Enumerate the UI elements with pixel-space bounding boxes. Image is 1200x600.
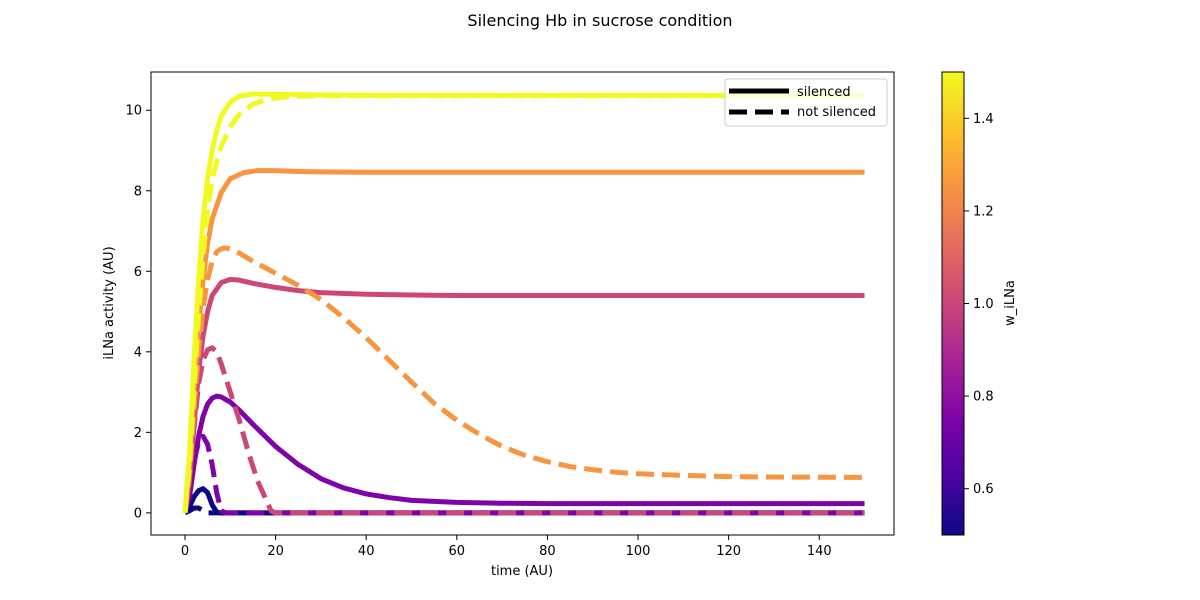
figure-title: Silencing Hb in sucrose condition bbox=[467, 11, 732, 30]
x-tick-label: 60 bbox=[449, 544, 466, 559]
x-tick-label: 20 bbox=[267, 544, 284, 559]
plot-frame bbox=[150, 71, 895, 536]
series-line-w0_75-silenced bbox=[182, 393, 865, 514]
plot-area bbox=[151, 72, 894, 535]
x-tick-label: 120 bbox=[716, 544, 741, 559]
series-line-w1_25-not-silenced bbox=[182, 245, 865, 514]
colorbar-tick-label: 1.2 bbox=[973, 204, 994, 219]
colorbar-tick-label: 1.4 bbox=[973, 112, 994, 127]
x-tick-label: 0 bbox=[181, 544, 189, 559]
legend-label-not-silenced: not silenced bbox=[797, 105, 876, 120]
colorbar: 0.6 0.8 1.0 1.2 1.4 w_iLNa bbox=[941, 71, 1018, 536]
x-tick-label: 80 bbox=[539, 544, 556, 559]
y-tick-label: 6 bbox=[134, 265, 142, 280]
y-tick-label: 0 bbox=[134, 506, 142, 521]
x-tick-label: 140 bbox=[807, 544, 832, 559]
legend-label-silenced: silenced bbox=[797, 85, 851, 100]
legend: silenced not silenced bbox=[724, 78, 888, 127]
colorbar-tick-label: 1.0 bbox=[973, 297, 994, 312]
x-axis-label: time (AU) bbox=[491, 564, 553, 579]
series-line-w0_5-not-silenced bbox=[183, 505, 865, 516]
y-tick-label: 2 bbox=[134, 426, 142, 441]
colorbar-gradient bbox=[941, 71, 965, 536]
colorbar-ticks: 0.6 0.8 1.0 1.2 1.4 bbox=[964, 112, 994, 497]
x-tick-label: 100 bbox=[626, 544, 651, 559]
x-axis-ticks: 0 20 40 60 80 100 120 140 bbox=[181, 535, 832, 559]
y-axis-label: iLNa activity (AU) bbox=[102, 246, 117, 359]
y-tick-label: 4 bbox=[134, 345, 142, 360]
series-layer bbox=[182, 91, 865, 516]
colorbar-label: w_iLNa bbox=[1003, 280, 1018, 326]
series-line-w1_5-not-silenced bbox=[182, 93, 865, 514]
x-tick-label: 40 bbox=[358, 544, 375, 559]
y-axis-ticks: 0 2 4 6 8 10 bbox=[125, 104, 151, 521]
colorbar-tick-label: 0.6 bbox=[973, 482, 994, 497]
y-tick-label: 10 bbox=[125, 104, 142, 119]
colorbar-tick-label: 0.8 bbox=[973, 390, 994, 405]
y-tick-label: 8 bbox=[134, 184, 142, 199]
